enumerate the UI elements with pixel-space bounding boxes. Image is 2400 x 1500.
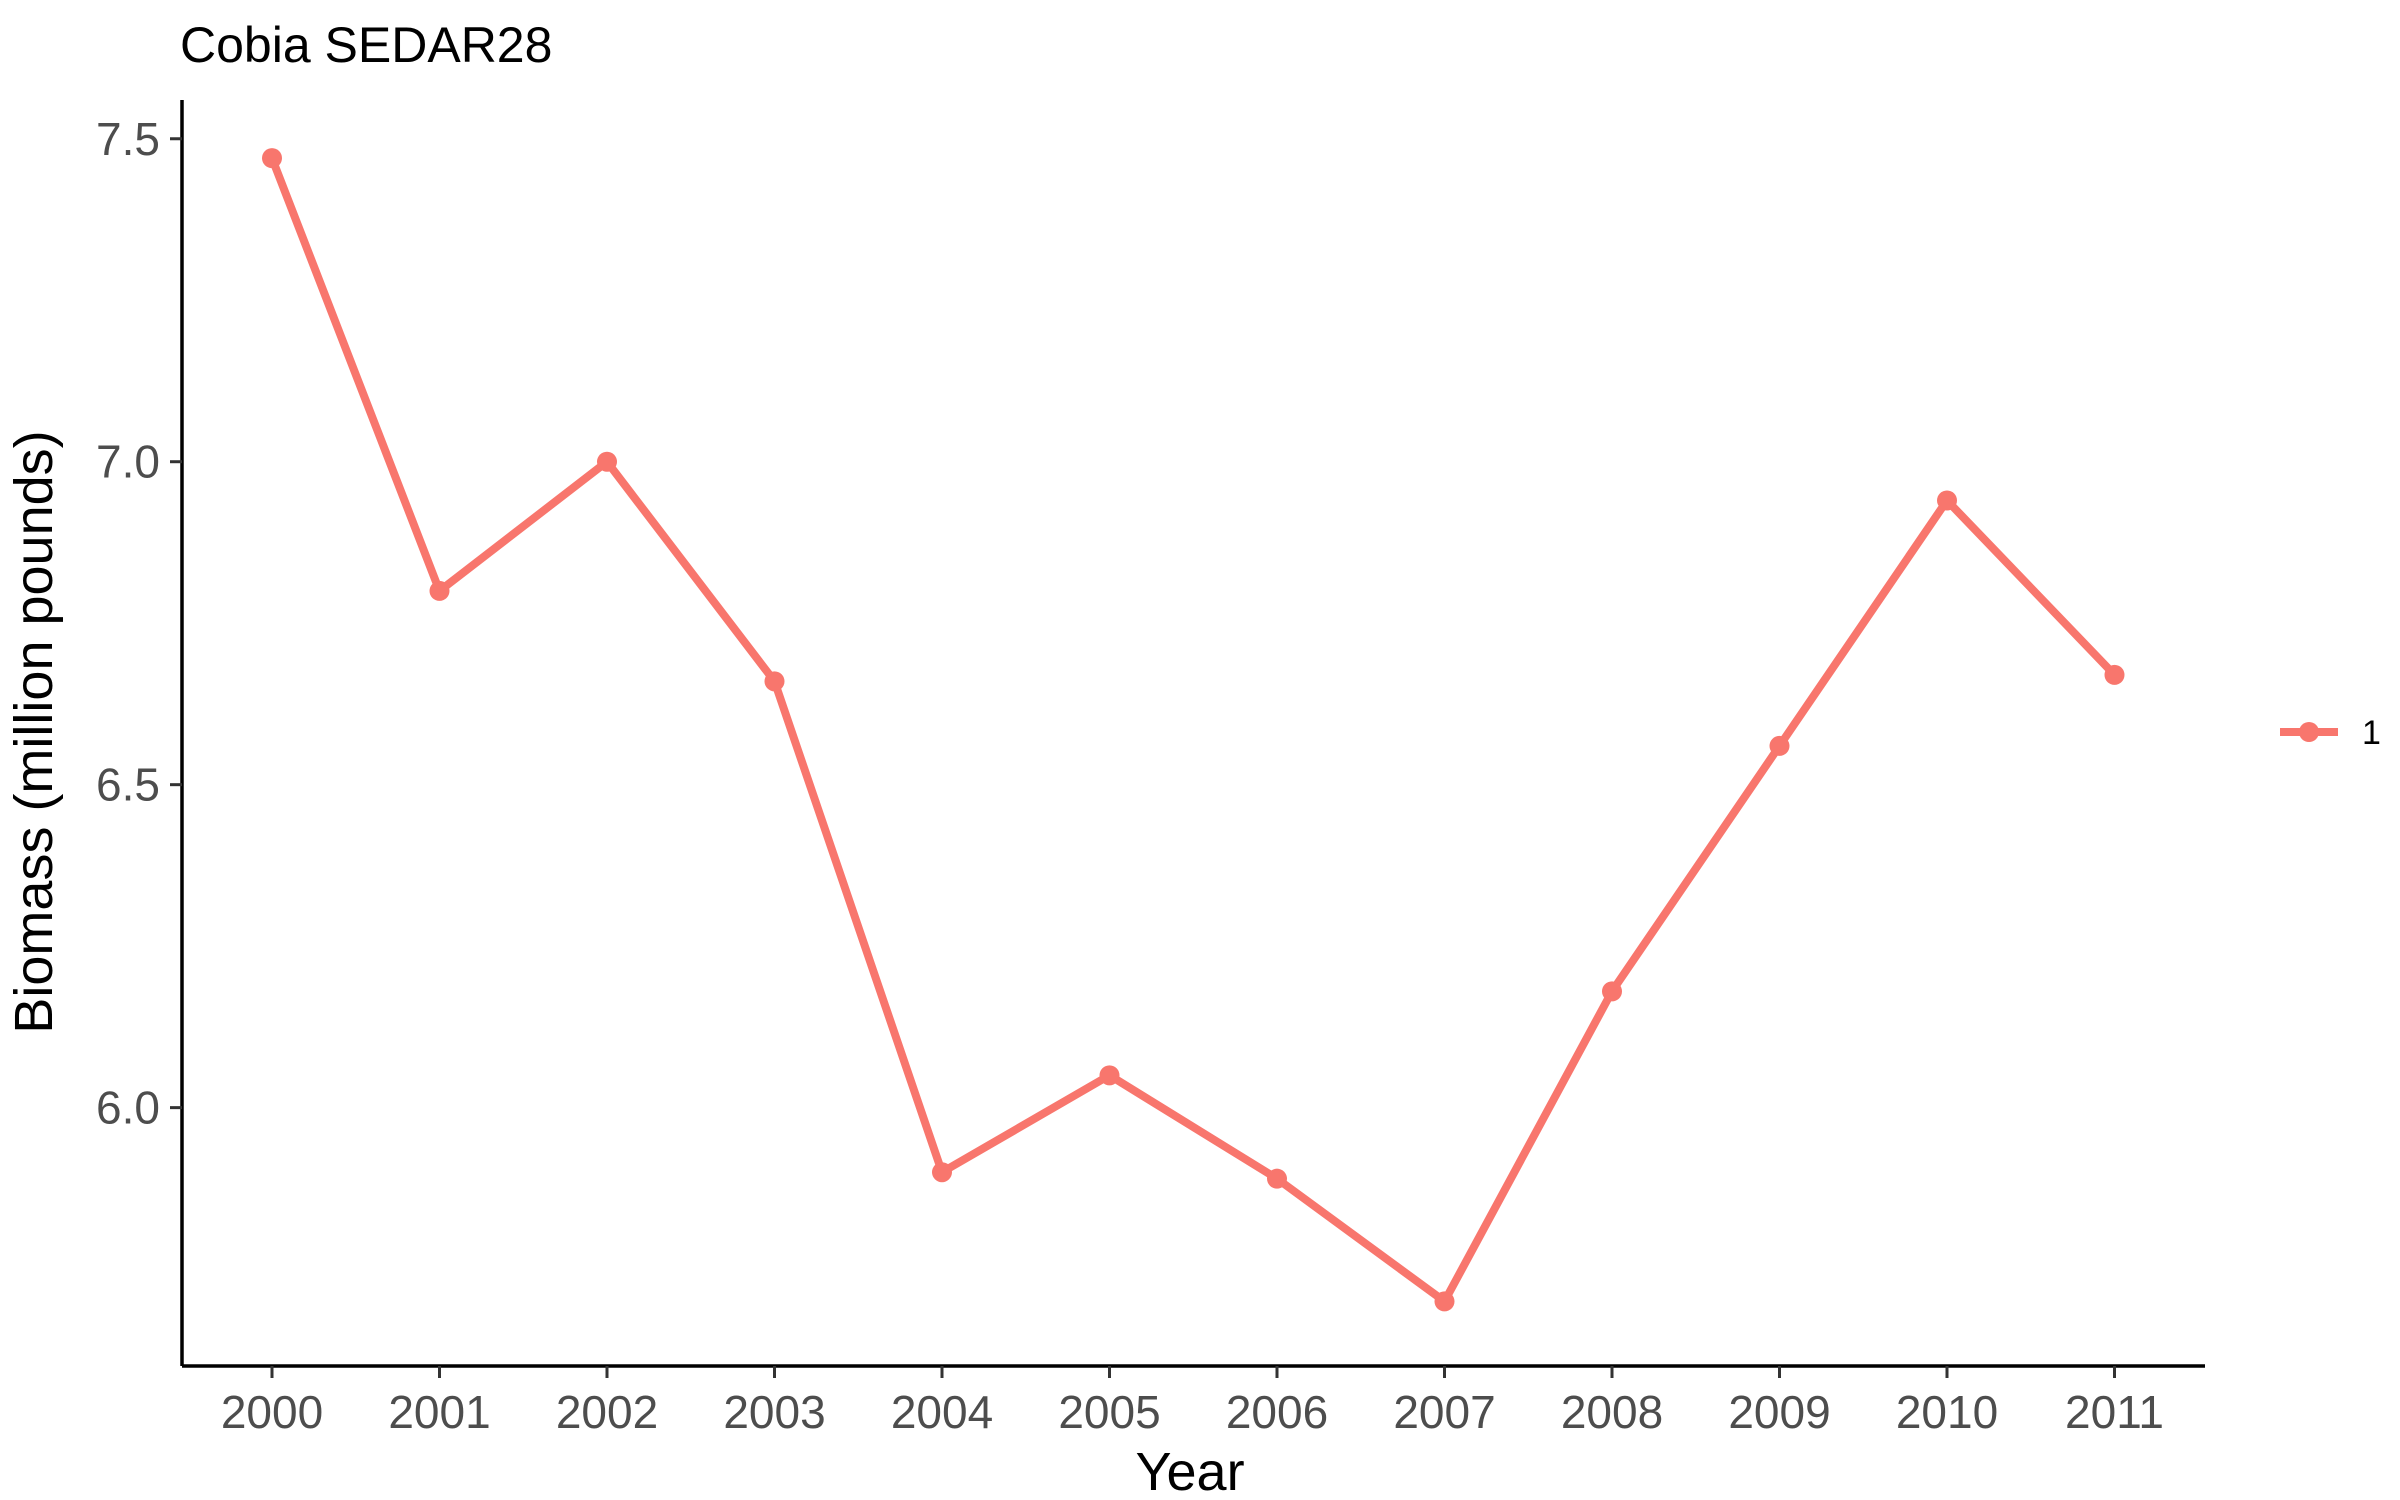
x-tick-label: 2006 <box>1226 1386 1328 1438</box>
y-tick-label: 6.5 <box>96 759 160 811</box>
x-tick-label: 2009 <box>1728 1386 1830 1438</box>
data-point <box>262 148 282 169</box>
data-point <box>2104 664 2125 685</box>
data-point <box>1769 735 1790 756</box>
x-tick-label: 2002 <box>556 1386 658 1438</box>
x-tick-label: 2004 <box>891 1386 993 1438</box>
y-tick-label: 7.0 <box>96 436 160 488</box>
data-point <box>1267 1168 1287 1189</box>
data-point <box>429 580 450 601</box>
legend: 1 <box>2280 714 2381 752</box>
series-line <box>268 154 2119 1306</box>
data-point <box>597 451 617 472</box>
x-tick-label: 2008 <box>1561 1386 1663 1438</box>
data-point <box>764 671 785 692</box>
data-point <box>1434 1291 1455 1312</box>
x-tick-label: 2005 <box>1058 1386 1160 1438</box>
data-point <box>932 1162 952 1183</box>
legend-label: 1 <box>2362 714 2381 752</box>
y-tick-label: 7.5 <box>96 113 160 165</box>
data-point <box>1937 490 1957 511</box>
x-tick-label: 2007 <box>1393 1386 1495 1438</box>
x-axis-title: Year <box>1135 1442 1244 1500</box>
x-axis: 2000 2001 2002 2003 2004 2005 2006 2007 2008 2009… <box>182 1364 2205 1438</box>
chart-title: Cobia SEDAR28 <box>180 17 552 73</box>
y-axis-title: Biomass (million pounds) <box>4 430 64 1033</box>
x-tick-label: 2000 <box>221 1386 323 1438</box>
y-tick-label: 6.0 <box>96 1082 160 1134</box>
legend-key-point <box>2299 722 2319 742</box>
series-layer <box>262 148 2125 1312</box>
data-point <box>1602 981 1622 1002</box>
x-tick-label: 2010 <box>1896 1386 1998 1438</box>
x-tick-label: 2003 <box>723 1386 825 1438</box>
y-axis: 6.0 6.5 7.0 7.5 <box>96 100 184 1366</box>
x-tick-label: 2001 <box>388 1386 490 1438</box>
data-point <box>1099 1065 1120 1086</box>
x-tick-label: 2011 <box>2065 1386 2164 1438</box>
